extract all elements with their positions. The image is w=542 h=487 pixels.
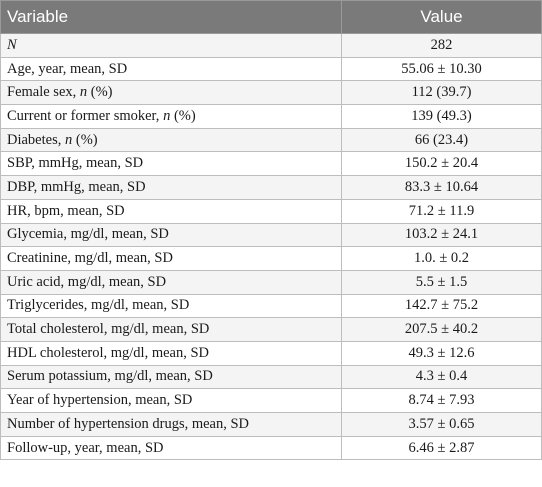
variable-label: Triglycerides, mg/dl, mean, SD	[7, 297, 190, 314]
value-cell: 112 (39.7)	[341, 80, 542, 106]
variable-cell: Age, year, mean, SD	[0, 56, 342, 82]
variable-suffix: (%)	[87, 84, 113, 101]
variable-label: Follow-up, year, mean, SD	[7, 439, 164, 456]
table-row: HR, bpm, mean, SD 71.2 ± 11.9	[0, 198, 542, 224]
table-row: Diabetes, n (%) 66 (23.4)	[0, 127, 542, 153]
variable-label: Total cholesterol, mg/dl, mean, SD	[7, 321, 210, 338]
table-row: Current or former smoker, n (%) 139 (49.3…	[0, 104, 542, 129]
variable-label: Year of hypertension, mean, SD	[7, 392, 193, 409]
variable-suffix: (%)	[72, 131, 98, 148]
variable-cell: Total cholesterol, mg/dl, mean, SD	[0, 317, 342, 342]
value-cell: 103.2 ± 24.1	[341, 222, 542, 248]
column-header-value: Value	[341, 0, 542, 34]
table-row: Age, year, mean, SD 55.06 ± 10.30	[0, 56, 542, 82]
value-cell: 8.74 ± 7.93	[341, 388, 542, 413]
variable-suffix: (%)	[170, 107, 196, 124]
value-cell: 4.3 ± 0.4	[341, 364, 542, 390]
table-row: Glycemia, mg/dl, mean, SD 103.2 ± 24.1	[0, 222, 542, 248]
variable-cell: HR, bpm, mean, SD	[0, 198, 342, 224]
variable-cell: Diabetes, n (%)	[0, 127, 342, 153]
table-row: Year of hypertension, mean, SD 8.74 ± 7.9…	[0, 388, 542, 413]
table-row: Triglycerides, mg/dl, mean, SD 142.7 ± 75…	[0, 293, 542, 319]
characteristics-table: Variable Value N 282 Age, year, mean, SD 55…	[0, 0, 542, 461]
variable-label: HDL cholesterol, mg/dl, mean, SD	[7, 344, 210, 361]
variable-italic-symbol: n	[163, 107, 171, 124]
variable-cell: HDL cholesterol, mg/dl, mean, SD	[0, 340, 342, 366]
value-cell: 3.57 ± 0.65	[341, 412, 542, 437]
table-row: Creatinine, mg/dl, mean, SD 1.0. ± 0.2	[0, 246, 542, 271]
variable-cell: Triglycerides, mg/dl, mean, SD	[0, 293, 342, 319]
variable-cell: Number of hypertension drugs, mean, SD	[0, 412, 342, 437]
value-cell: 6.46 ± 2.87	[341, 435, 542, 461]
variable-cell: Creatinine, mg/dl, mean, SD	[0, 246, 342, 271]
value-cell: 66 (23.4)	[341, 127, 542, 153]
table-row: Follow-up, year, mean, SD 6.46 ± 2.87	[0, 435, 542, 461]
variable-cell: Serum potassium, mg/dl, mean, SD	[0, 364, 342, 390]
variable-cell: Uric acid, mg/dl, mean, SD	[0, 269, 342, 295]
table-row: DBP, mmHg, mean, SD 83.3 ± 10.64	[0, 175, 542, 200]
table-row: SBP, mmHg, mean, SD 150.2 ± 20.4	[0, 151, 542, 177]
value-cell: 49.3 ± 12.6	[341, 340, 542, 366]
value-cell: 207.5 ± 40.2	[341, 317, 542, 342]
value-cell: 142.7 ± 75.2	[341, 293, 542, 319]
variable-cell: Female sex, n (%)	[0, 80, 342, 106]
value-cell: 83.3 ± 10.64	[341, 175, 542, 200]
table-row: Female sex, n (%) 112 (39.7)	[0, 80, 542, 106]
value-cell: 5.5 ± 1.5	[341, 269, 542, 295]
variable-label: Creatinine, mg/dl, mean, SD	[7, 250, 173, 267]
variable-label: Current or former smoker,	[7, 107, 164, 124]
table-row: N 282	[0, 33, 542, 58]
table-header-row: Variable Value	[0, 0, 542, 34]
table-row: Uric acid, mg/dl, mean, SD 5.5 ± 1.5	[0, 269, 542, 295]
variable-label: Number of hypertension drugs, mean, SD	[7, 415, 250, 432]
variable-italic-symbol: N	[7, 36, 17, 53]
variable-cell: Current or former smoker, n (%)	[0, 104, 342, 129]
variable-italic-symbol: n	[79, 84, 88, 101]
variable-label: Uric acid, mg/dl, mean, SD	[7, 273, 167, 290]
table-row: Total cholesterol, mg/dl, mean, SD 207.5 …	[0, 317, 542, 342]
value-cell: 139 (49.3)	[341, 104, 542, 129]
column-header-variable: Variable	[0, 0, 342, 34]
variable-label: Age, year, mean, SD	[7, 60, 128, 77]
variable-label: Glycemia, mg/dl, mean, SD	[7, 226, 169, 243]
value-cell: 1.0. ± 0.2	[341, 246, 542, 271]
variable-label: Diabetes,	[7, 131, 65, 148]
variable-label: SBP, mmHg, mean, SD	[7, 155, 144, 172]
table-row: Number of hypertension drugs, mean, SD 3.…	[0, 412, 542, 437]
variable-label: Serum potassium, mg/dl, mean, SD	[7, 368, 213, 385]
variable-cell: Glycemia, mg/dl, mean, SD	[0, 222, 342, 248]
table-row: Serum potassium, mg/dl, mean, SD 4.3 ± 0.…	[0, 364, 542, 390]
variable-cell: Follow-up, year, mean, SD	[0, 435, 342, 461]
variable-cell: DBP, mmHg, mean, SD	[0, 175, 342, 200]
table-row: HDL cholesterol, mg/dl, mean, SD 49.3 ± 1…	[0, 340, 542, 366]
variable-label: Female sex,	[7, 84, 80, 101]
value-cell: 282	[341, 33, 542, 58]
table-body: N 282 Age, year, mean, SD 55.06 ± 10.30 Fema…	[0, 33, 542, 461]
value-cell: 150.2 ± 20.4	[341, 151, 542, 177]
variable-cell: Year of hypertension, mean, SD	[0, 388, 342, 413]
variable-cell: SBP, mmHg, mean, SD	[0, 151, 342, 177]
variable-italic-symbol: n	[64, 131, 73, 148]
value-cell: 55.06 ± 10.30	[341, 56, 542, 82]
variable-cell: N	[0, 33, 342, 58]
variable-label: HR, bpm, mean, SD	[7, 202, 125, 219]
value-cell: 71.2 ± 11.9	[341, 198, 542, 224]
variable-label: DBP, mmHg, mean, SD	[7, 178, 146, 195]
